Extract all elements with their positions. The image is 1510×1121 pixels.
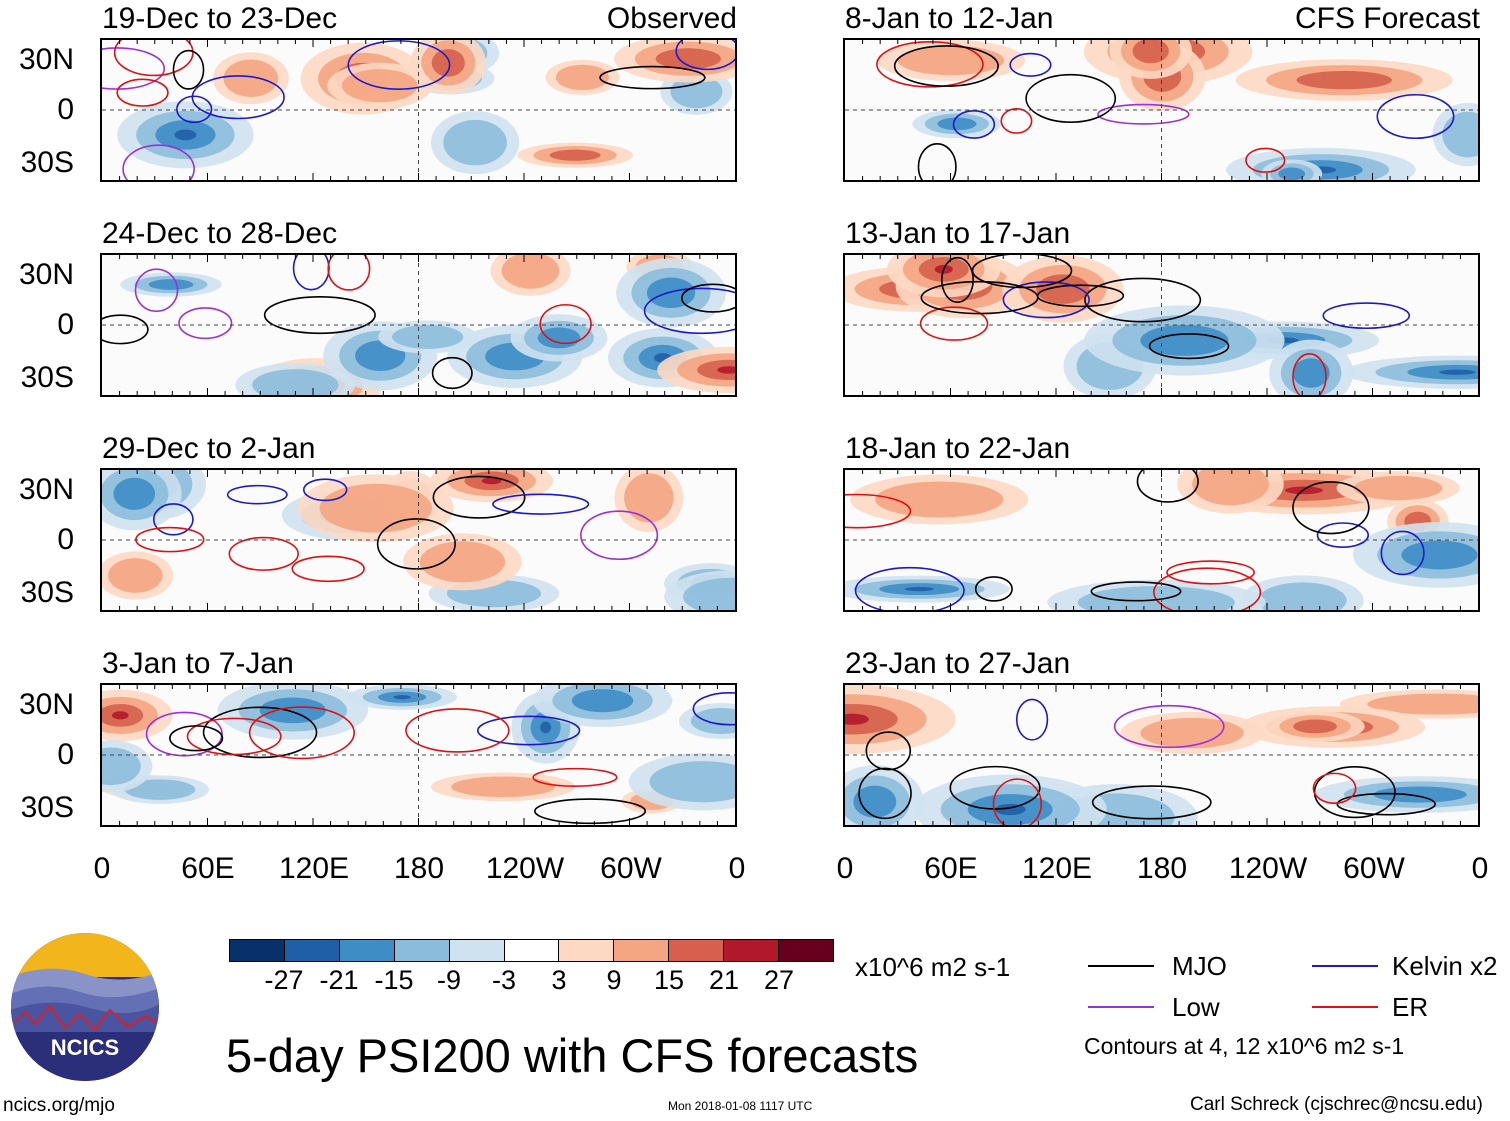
colorbar-label: 9 — [606, 965, 622, 995]
colorbar-label: -3 — [491, 965, 516, 995]
colorbar-box — [448, 940, 504, 961]
lon-label: 120W — [1228, 852, 1308, 885]
colorbar-box — [283, 940, 339, 961]
anomaly-field — [102, 685, 735, 825]
panel-title-forecast-2: 13-Jan to 17-Jan — [845, 217, 1071, 250]
lon-label: 60E — [181, 852, 235, 885]
colorbar-box — [613, 940, 669, 961]
map-panel-observed-3 — [100, 468, 737, 612]
lat-label-30s: 30S — [20, 361, 74, 394]
anomaly-field — [102, 470, 735, 610]
lat-label-30n: 30N — [18, 43, 74, 76]
map-panel-observed-1 — [100, 38, 737, 182]
colorbar-label: -9 — [436, 965, 461, 995]
panel-title-observed-4: 3-Jan to 7-Jan — [102, 647, 294, 680]
lat-label-0: 0 — [57, 523, 74, 556]
anomaly-field — [845, 40, 1478, 180]
lat-label-30s: 30S — [20, 791, 74, 824]
forecast-label: CFS Forecast — [1294, 2, 1480, 35]
map-panel-forecast-4 — [843, 683, 1480, 827]
lat-label-30s: 30S — [20, 146, 74, 179]
colorbar-box — [723, 940, 779, 961]
colorbar-label: 27 — [763, 965, 795, 995]
anomaly-field — [845, 685, 1478, 825]
er-legend-line — [1312, 1006, 1378, 1008]
map-panel-forecast-3 — [843, 468, 1480, 612]
lat-label-30n: 30N — [18, 688, 74, 721]
logo-text: NCICS — [51, 1035, 119, 1060]
lat-label-0: 0 — [57, 738, 74, 771]
panel-title-observed-1: 19-Dec to 23-Dec — [102, 2, 338, 35]
colorbar-units: x10^6 m2 s-1 — [855, 952, 1011, 982]
lon-label: 120E — [1021, 852, 1093, 885]
lon-label: 60W — [1343, 852, 1405, 885]
lon-label: 180 — [1136, 852, 1188, 885]
map-panel-observed-2 — [100, 253, 737, 397]
colorbar-box — [338, 940, 394, 961]
lon-label: 120E — [278, 852, 350, 885]
colorbar-label: -21 — [319, 965, 359, 995]
colorbar-label: 3 — [551, 965, 567, 995]
footer-credit: Carl Schreck (cjschrec@ncsu.edu) — [1190, 1094, 1483, 1115]
lat-label-0: 0 — [57, 308, 74, 341]
lon-label: 0 — [836, 852, 854, 885]
map-panel-forecast-1 — [843, 38, 1480, 182]
lon-label: 0 — [728, 852, 746, 885]
anomaly-field — [845, 470, 1478, 610]
lat-label-30n: 30N — [18, 473, 74, 506]
lat-label-30n: 30N — [18, 258, 74, 291]
anomaly-field — [845, 255, 1478, 395]
colorbar-box — [558, 940, 614, 961]
colorbar-label: -15 — [374, 965, 414, 995]
ncics-logo: NCICS — [10, 932, 160, 1082]
panel-title-forecast-1: 8-Jan to 12-Jan — [845, 2, 1054, 35]
colorbar-box — [393, 940, 449, 961]
anomaly-field — [102, 40, 735, 180]
lon-label: 180 — [393, 852, 445, 885]
panel-title-forecast-4: 23-Jan to 27-Jan — [845, 647, 1071, 680]
map-panel-forecast-2 — [843, 253, 1480, 397]
lon-label: 120W — [485, 852, 565, 885]
colorbar-box — [778, 940, 833, 961]
low-legend-label: Low — [1172, 992, 1220, 1022]
lon-label: 0 — [93, 852, 111, 885]
colorbar-label: -27 — [264, 965, 304, 995]
lon-label: 60W — [600, 852, 662, 885]
panel-title-observed-3: 29-Dec to 2-Jan — [102, 432, 316, 465]
anomaly-field — [102, 255, 735, 395]
lat-label-0: 0 — [57, 93, 74, 126]
contours-note: Contours at 4, 12 x10^6 m2 s-1 — [1084, 1033, 1405, 1059]
footer-timestamp: Mon 2018-01-08 1117 UTC — [668, 1099, 813, 1113]
lon-label: 0 — [1471, 852, 1489, 885]
er-legend-label: ER — [1392, 992, 1429, 1022]
kelvin-legend-label: Kelvin x2 — [1392, 951, 1498, 981]
mjo-legend-line — [1088, 965, 1154, 967]
kelvin-legend-line — [1312, 965, 1378, 967]
mjo-legend-label: MJO — [1172, 951, 1227, 981]
low-legend-line — [1088, 1006, 1154, 1008]
colorbar-label: 21 — [708, 965, 740, 995]
panel-title-forecast-3: 18-Jan to 22-Jan — [845, 432, 1071, 465]
lon-label: 60E — [924, 852, 978, 885]
colorbar-box — [230, 940, 284, 961]
colorbar-box — [503, 940, 559, 961]
colorbar-label: 15 — [653, 965, 685, 995]
figure-title: 5-day PSI200 with CFS forecasts — [226, 1029, 919, 1082]
colorbar — [229, 939, 834, 962]
panel-title-observed-2: 24-Dec to 28-Dec — [102, 217, 338, 250]
observed-label: Observed — [606, 2, 737, 35]
lat-label-30s: 30S — [20, 576, 74, 609]
footer-url: ncics.org/mjo — [3, 1095, 115, 1116]
colorbar-box — [668, 940, 724, 961]
map-panel-observed-4 — [100, 683, 737, 827]
